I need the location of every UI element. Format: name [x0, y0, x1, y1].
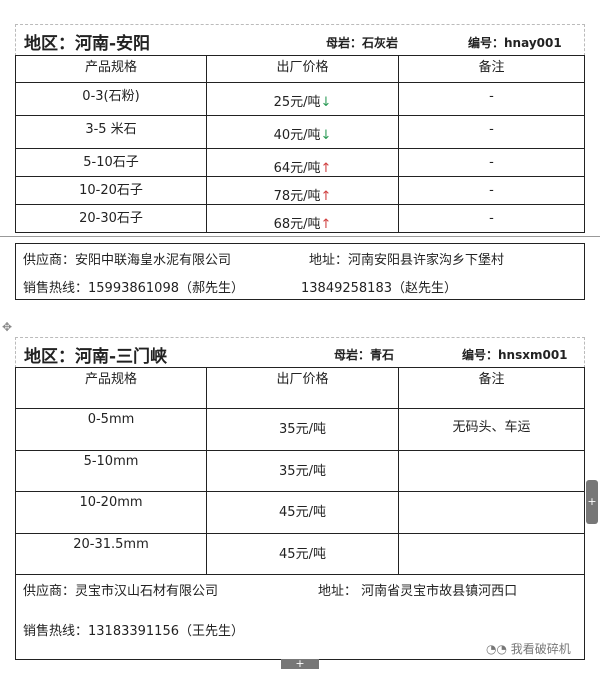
parent-rock: 母岩：石灰岩 — [326, 36, 399, 50]
price-value: 40元/吨 — [273, 128, 321, 143]
price-cell: 35元/吨 — [206, 408, 399, 451]
trend-down-icon: ↓ — [320, 95, 332, 110]
table-row: 20-30石子 68元/吨↑ - — [15, 204, 585, 233]
price-cell: 45元/吨 — [206, 491, 399, 534]
spec-cell: 20-30石子 — [15, 204, 207, 233]
supplier-info-1: 供应商：安阳中联海皇水泥有限公司 地址：河南安阳县许家沟乡下堡村 销售热线：15… — [15, 243, 585, 300]
header-price: 出厂价格 — [206, 367, 399, 409]
region-title: 地区：河南-安阳 — [24, 34, 151, 54]
table-row: 10-20mm 45元/吨 — [15, 491, 585, 534]
price-cell: 68元/吨↑ — [206, 204, 399, 233]
expand-bottom-button[interactable]: + — [281, 658, 319, 669]
header-price: 出厂价格 — [206, 55, 399, 83]
note-cell — [398, 450, 585, 492]
table-row: 0-5mm 35元/吨 无码头、车运 — [15, 408, 585, 451]
trend-up-icon: ↑ — [320, 189, 332, 204]
spec-cell: 0-5mm — [15, 408, 207, 451]
move-handle-icon[interactable]: ✥ — [2, 320, 13, 334]
price-value: 78元/吨 — [273, 189, 321, 204]
note-cell: - — [398, 148, 585, 177]
supplier-name: 供应商：安阳中联海皇水泥有限公司 — [23, 253, 232, 268]
wechat-icon: ◔◔ — [486, 642, 511, 656]
expand-right-button[interactable]: + — [586, 480, 598, 524]
price-value: 35元/吨 — [279, 422, 326, 437]
price-cell: 40元/吨↓ — [206, 115, 399, 149]
header-note: 备注 — [398, 55, 585, 83]
note-cell: 无码头、车运 — [398, 408, 585, 451]
price-cell: 45元/吨 — [206, 533, 399, 575]
supplier-address: 地址：河南安阳县许家沟乡下堡村 — [309, 253, 505, 268]
supplier-address: 地址： 河南省灵宝市故县镇河西口 — [318, 584, 518, 599]
price-cell: 25元/吨↓ — [206, 82, 399, 116]
price-value: 45元/吨 — [279, 547, 326, 562]
price-table-2: 产品规格 出厂价格 备注 0-5mm 35元/吨 无码头、车运 5-10mm 35元/吨 10… — [15, 367, 585, 575]
region-title: 地区：河南-三门峡 — [24, 347, 168, 367]
header-note: 备注 — [398, 367, 585, 409]
divider — [0, 236, 600, 237]
table-row: 10-20石子 78元/吨↑ - — [15, 176, 585, 205]
price-value: 35元/吨 — [279, 464, 326, 479]
trend-up-icon: ↑ — [320, 217, 332, 232]
price-value: 25元/吨 — [273, 95, 321, 110]
table-row: 3-5 米石 40元/吨↓ - — [15, 115, 585, 149]
sales-hotline: 销售热线：13183391156（王先生） — [23, 624, 244, 639]
note-cell — [398, 491, 585, 534]
note-cell: - — [398, 82, 585, 116]
spec-cell: 5-10mm — [15, 450, 207, 492]
spec-cell: 10-20mm — [15, 491, 207, 534]
supplier-name: 供应商：灵宝市汉山石材有限公司 — [23, 584, 219, 599]
table-row: 5-10mm 35元/吨 — [15, 450, 585, 492]
sales-hotline: 销售热线：15993861098（郝先生） — [23, 281, 244, 296]
trend-up-icon: ↑ — [320, 161, 332, 176]
table-row: 20-31.5mm 45元/吨 — [15, 533, 585, 575]
header-spec: 产品规格 — [15, 55, 207, 83]
section2-title-bar: 地区：河南-三门峡 母岩：青石 编号：hnsxm001 — [15, 337, 585, 368]
note-cell — [398, 533, 585, 575]
price-cell: 35元/吨 — [206, 450, 399, 492]
note-cell: - — [398, 204, 585, 233]
sales-hotline-2: 13849258183（赵先生） — [301, 281, 457, 296]
header-spec: 产品规格 — [15, 367, 207, 409]
spec-cell: 10-20石子 — [15, 176, 207, 205]
parent-rock: 母岩：青石 — [334, 348, 395, 362]
spec-cell: 3-5 米石 — [15, 115, 207, 149]
note-cell: - — [398, 115, 585, 149]
spec-cell: 5-10石子 — [15, 148, 207, 177]
price-value: 64元/吨 — [273, 161, 321, 176]
table-row: 5-10石子 64元/吨↑ - — [15, 148, 585, 177]
note-cell: - — [398, 176, 585, 205]
product-code: 编号：hnay001 — [468, 36, 562, 50]
price-cell: 78元/吨↑ — [206, 176, 399, 205]
price-cell: 64元/吨↑ — [206, 148, 399, 177]
spec-cell: 20-31.5mm — [15, 533, 207, 575]
wechat-account: ◔◔ 我看破碎机 — [486, 642, 571, 656]
price-table-1: 产品规格 出厂价格 备注 0-3(石粉) 25元/吨↓ -3-5 米石 40元/吨↓ -5-… — [15, 55, 585, 233]
product-code: 编号：hnsxm001 — [462, 348, 568, 362]
price-value: 45元/吨 — [279, 505, 326, 520]
trend-down-icon: ↓ — [320, 128, 332, 143]
price-value: 68元/吨 — [273, 217, 321, 232]
spec-cell: 0-3(石粉) — [15, 82, 207, 116]
supplier-info-2: 供应商：灵宝市汉山石材有限公司 地址： 河南省灵宝市故县镇河西口 销售热线：13… — [15, 574, 585, 660]
table-row: 0-3(石粉) 25元/吨↓ - — [15, 82, 585, 116]
section1-title-bar: 地区：河南-安阳 母岩：石灰岩 编号：hnay001 — [15, 24, 585, 56]
